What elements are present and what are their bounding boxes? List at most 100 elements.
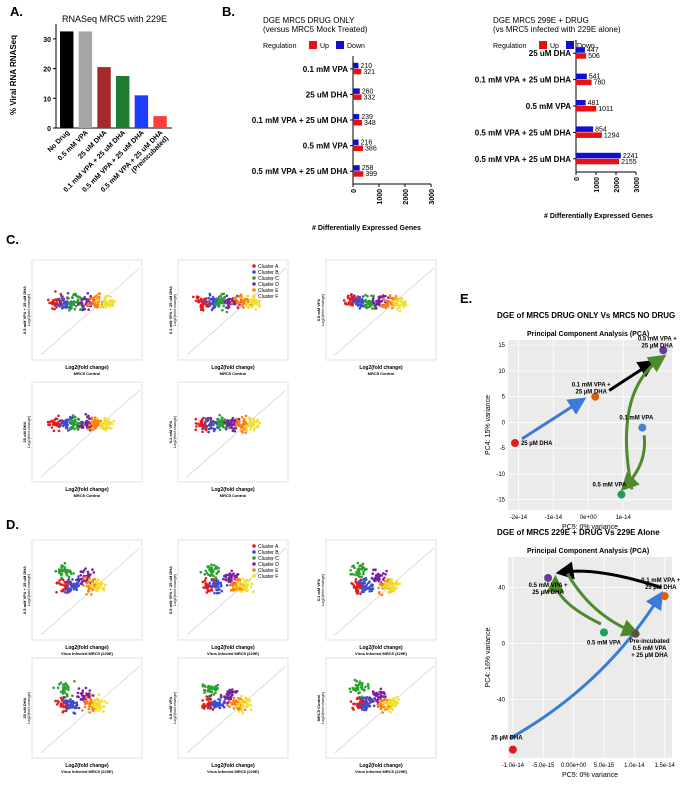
scatter-d-1-point xyxy=(234,578,237,582)
scatter-c-2-point xyxy=(354,297,358,301)
scatter-c-4-point xyxy=(212,422,216,425)
scatter-d-5-point xyxy=(360,695,364,698)
scatter-d-2-xsub: Virus Infected MRC5 (229E) xyxy=(355,651,408,656)
b1-category-label-3: 0.5 mM VPA xyxy=(303,142,348,151)
scatter-d-0-point xyxy=(58,579,61,582)
scatter-d-3-point xyxy=(76,695,79,698)
e2-point-label-line-0: 0.5 mM VPA + xyxy=(529,583,568,589)
scatter-d-1-point xyxy=(212,582,215,585)
scatter-d-2-point xyxy=(358,572,362,576)
scatter-c-3-point xyxy=(112,419,116,423)
scatter-c-1-legend-label-2: Cluster C xyxy=(258,276,279,282)
scatter-c-4-xsub: MRC5 Control xyxy=(220,493,247,498)
scatter-c-0-point xyxy=(67,296,70,300)
scatter-d-5-point xyxy=(387,703,390,706)
scatter-d-0-point xyxy=(58,582,61,585)
scatter-c-2-ylabel2: Log2(fold change) xyxy=(320,293,325,326)
scatter-c-1-point xyxy=(245,304,248,308)
scatter-d-3-point xyxy=(87,695,90,699)
scatter-d-2-point xyxy=(358,564,361,568)
scatter-d-2-point xyxy=(363,580,366,583)
scatter-c-4-point xyxy=(224,427,228,431)
scatter-c-1: 0.1 mM VPA + 25 uM DHA Log2(fold change)L… xyxy=(168,259,289,376)
e1-point-label-0: 25 µM DHA xyxy=(521,441,553,447)
scatter-c-4-point xyxy=(252,421,255,424)
scatter-d-3-point xyxy=(103,700,106,703)
scatter-c-1-diagonal xyxy=(186,267,286,356)
scatter-c-1-point xyxy=(210,302,214,306)
chart-b1-xlabel: # Differentially Expressed Genes xyxy=(312,225,421,232)
scatter-d-5-point xyxy=(388,697,391,701)
scatter-d-3-point xyxy=(81,689,85,692)
scatter-c-4-point xyxy=(226,422,230,426)
scatter-d-4-point xyxy=(218,699,222,702)
b2-bar-up-2 xyxy=(576,106,597,112)
scatter-d-5-point xyxy=(358,680,362,683)
scatter-d-2-point xyxy=(371,587,375,590)
scatter-c-4-point xyxy=(202,426,205,430)
b1-bar-up-4 xyxy=(353,171,364,177)
scatter-d-0-point xyxy=(82,584,85,587)
scatter-d-0-point xyxy=(93,587,97,591)
scatter-d-0-point xyxy=(66,586,70,589)
scatter-d-4-point xyxy=(211,708,215,711)
chart-e2-title: Principal Component Analysis (PCA) xyxy=(527,548,649,555)
e1-arrow-0 xyxy=(521,397,587,441)
scatter-c-2-point xyxy=(403,301,406,305)
b2-value-up-1: 780 xyxy=(594,80,606,87)
b1-category-label-2: 0.1 mM VPA + 25 uM DHA xyxy=(252,116,348,125)
scatter-d-3-point xyxy=(59,681,63,684)
b2-legend-title: Regulation xyxy=(493,43,527,50)
panel-b: B. DGE MRC5 DRUG ONLY (versus MRC5 Mock … xyxy=(222,4,653,232)
scatter-d-1-point xyxy=(224,573,228,577)
scatter-c-2-point xyxy=(351,302,354,306)
scatter-d-0-point xyxy=(54,569,58,573)
e2-arrow-0 xyxy=(509,590,664,740)
scatter-d-1-legend-label-2: Cluster C xyxy=(258,556,279,562)
scatter-d-0-point xyxy=(61,583,64,586)
panel-c-label: C. xyxy=(6,232,19,247)
scatter-c-3-point xyxy=(77,418,81,421)
scatter-c-3-point xyxy=(47,423,50,427)
scatter-d-3-point xyxy=(59,704,62,707)
b1-xtick-label-0: 0 xyxy=(351,189,358,193)
scatter-d-3-point xyxy=(62,695,65,699)
scatter-c-4-point xyxy=(219,422,223,425)
b1-xtick-label-1: 1000 xyxy=(377,189,384,205)
b2-value-down-3: 854 xyxy=(595,126,607,133)
scatter-c-4-point xyxy=(194,417,198,421)
scatter-d-4-point xyxy=(203,684,207,688)
scatter-d-5-point xyxy=(379,695,383,699)
scatter-d-5-point xyxy=(376,703,379,706)
scatter-d-5-point xyxy=(391,700,394,703)
scatter-d-4-point xyxy=(223,700,226,703)
scatter-d-1-point xyxy=(242,581,245,585)
scatter-d-3: 25 uM DHA Log2(fold change)Log2(fold chan… xyxy=(22,657,143,774)
scatter-c-1-legend-dot-2 xyxy=(252,276,256,280)
scatter-d-5-point xyxy=(351,706,354,710)
chart-e1-header: DGE of MRC5 DRUG ONLY Vs MRC5 NO DRUG xyxy=(497,311,675,320)
scatter-d-0-point xyxy=(63,561,67,565)
scatter-c-1-legend-label-1: Cluster B xyxy=(258,270,279,276)
scatter-d-3-point xyxy=(56,686,60,690)
e1-arrow-1 xyxy=(608,359,657,392)
scatter-c-4-point xyxy=(229,423,232,427)
scatter-c-4-point xyxy=(238,419,241,423)
scatter-c-0-point xyxy=(87,302,90,305)
scatter-d-5-point xyxy=(381,701,384,705)
scatter-d-2-point xyxy=(355,581,358,585)
scatter-d-2-point xyxy=(364,577,368,580)
scatter-d-2-point xyxy=(362,572,365,576)
scatter-c-2-point xyxy=(400,297,403,301)
scatter-d-4-point xyxy=(201,685,205,688)
scatter-d-2-ylabel: 0.1 mM VPA xyxy=(316,579,321,602)
scatter-d-4-point xyxy=(216,683,220,687)
scatter-grid: 0.5 mM VPA + 25 uM DHA Log2(fold change)L… xyxy=(22,259,437,774)
scatter-c-3-point xyxy=(105,427,108,431)
scatter-d-1-point xyxy=(219,581,223,585)
scatter-d-1-point xyxy=(214,565,218,568)
scatter-d-0-point xyxy=(72,582,76,586)
b1-value-down-1: 260 xyxy=(362,88,374,95)
scatter-c-1-point xyxy=(213,302,217,306)
